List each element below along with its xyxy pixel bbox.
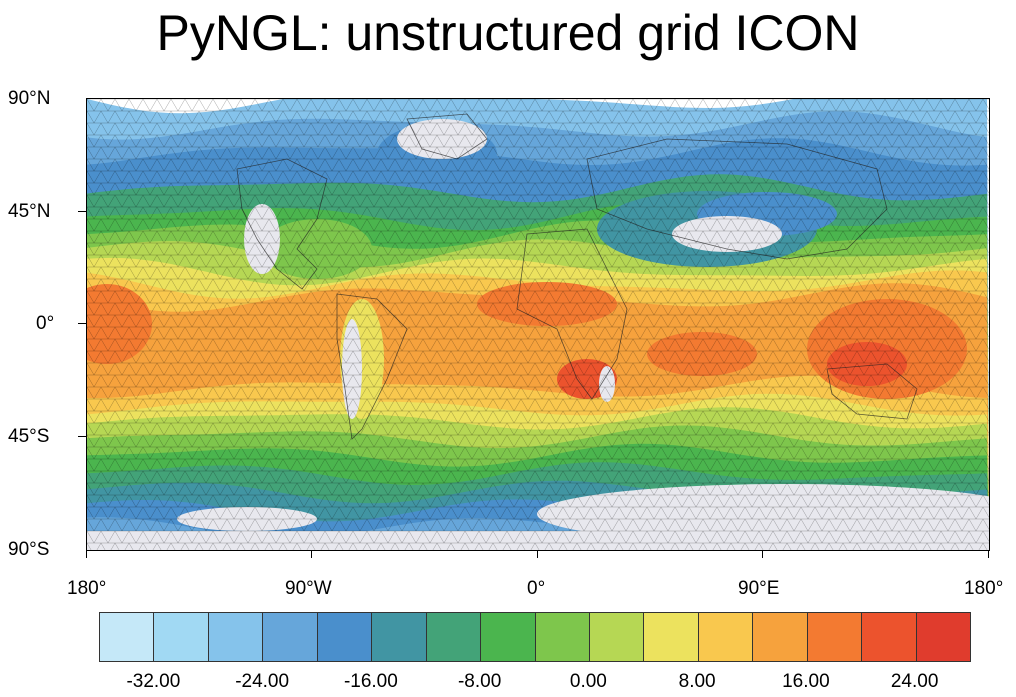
colorbar-box — [481, 613, 536, 661]
colorbar-box — [698, 613, 754, 661]
colorbar-box — [100, 613, 155, 661]
colorbar-label: 16.00 — [782, 671, 830, 692]
colorbar-label: -24.00 — [235, 671, 290, 692]
colorbar-box — [807, 613, 863, 661]
lat-label-90s: 90°S — [8, 539, 50, 560]
lon-label-180w: 180° — [67, 578, 107, 599]
lon-tick — [537, 550, 538, 558]
lat-label-45n: 45°N — [8, 201, 51, 222]
lat-label-90n: 90°N — [8, 88, 51, 109]
colorbar-label: -8.00 — [457, 671, 502, 692]
lat-label-45s: 45°S — [8, 426, 50, 447]
colorbar-box — [317, 613, 373, 661]
lat-label-equator: 0° — [36, 313, 55, 334]
lon-label-90e: 90°E — [738, 578, 780, 599]
colorbar-box — [644, 613, 699, 661]
colorbar-box — [208, 613, 264, 661]
icon-grid-mesh — [87, 99, 989, 550]
colorbar-box — [263, 613, 318, 661]
colorbar-box — [154, 613, 209, 661]
lat-tick — [78, 211, 86, 212]
lon-label-180e: 180° — [964, 578, 1004, 599]
lat-tick — [78, 323, 86, 324]
colorbar-box — [426, 613, 482, 661]
map-plot-area — [86, 98, 990, 551]
colorbar-label: 0.00 — [569, 671, 607, 692]
lon-label-90w: 90°W — [285, 578, 332, 599]
temperature-field-map — [87, 99, 989, 550]
lon-tick — [762, 550, 763, 558]
lon-label-0: 0° — [527, 578, 546, 599]
lon-tick — [86, 550, 87, 558]
colorbar-label: 8.00 — [678, 671, 716, 692]
colorbar-box — [535, 613, 590, 661]
map-title: PyNGL: unstructured grid ICON — [156, 5, 860, 61]
colorbar-label: 24.00 — [890, 671, 939, 692]
lat-tick — [78, 436, 86, 437]
colorbar-box — [372, 613, 427, 661]
lon-tick — [988, 550, 989, 558]
colorbar-label: -16.00 — [343, 671, 398, 692]
colorbar-box — [862, 613, 917, 661]
colorbar-label: -32.00 — [126, 671, 181, 692]
colorbar-box — [753, 613, 808, 661]
lon-tick — [311, 550, 312, 558]
colorbar — [99, 612, 971, 662]
colorbar-box — [589, 613, 645, 661]
colorbar-box — [916, 613, 970, 661]
